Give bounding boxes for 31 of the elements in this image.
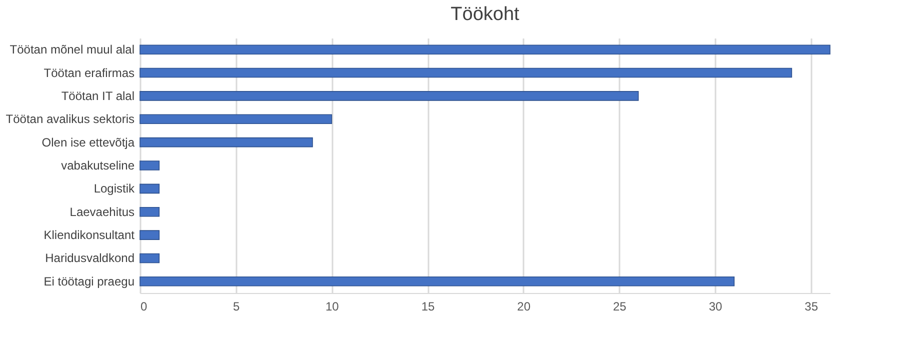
bar [140, 114, 332, 124]
bar [140, 184, 160, 194]
x-tick-label: 10 [325, 300, 340, 314]
bar [140, 91, 639, 101]
y-tick-label: Ei töötagi praegu [44, 274, 134, 288]
y-tick-label: Olen ise ettevõtja [42, 135, 135, 150]
bar [140, 230, 160, 240]
x-tick-label: 35 [804, 300, 818, 314]
bar [140, 44, 830, 54]
y-tick-label: vabakutseline [61, 158, 135, 172]
x-tick-label: 30 [708, 300, 722, 314]
x-tick-label: 5 [232, 300, 240, 314]
x-tick-label: 25 [612, 300, 627, 314]
chart-title: Töökoht [450, 4, 520, 25]
bar [140, 206, 160, 217]
x-tick-label: 20 [517, 300, 531, 314]
bar [140, 253, 160, 264]
y-tick-label: Kliendikonsultant [44, 228, 136, 242]
x-tick-label: 0 [140, 300, 148, 314]
y-tick-label: Töötan erafirmas [44, 66, 134, 80]
y-tick-label: Töötan avalikus sektoris [6, 112, 134, 126]
y-tick-label: Töötan IT alal [61, 88, 134, 103]
bar [140, 160, 160, 170]
y-tick-label: Töötan mõnel muul alal [10, 42, 134, 57]
bar [140, 137, 313, 148]
bar [140, 276, 735, 286]
bar [140, 68, 792, 78]
y-tick-label: Logistik [94, 182, 136, 196]
y-tick-label: Laevaehitus [70, 204, 134, 219]
x-tick-label: 15 [421, 300, 435, 314]
y-tick-label: Haridusvaldkond [45, 251, 134, 266]
